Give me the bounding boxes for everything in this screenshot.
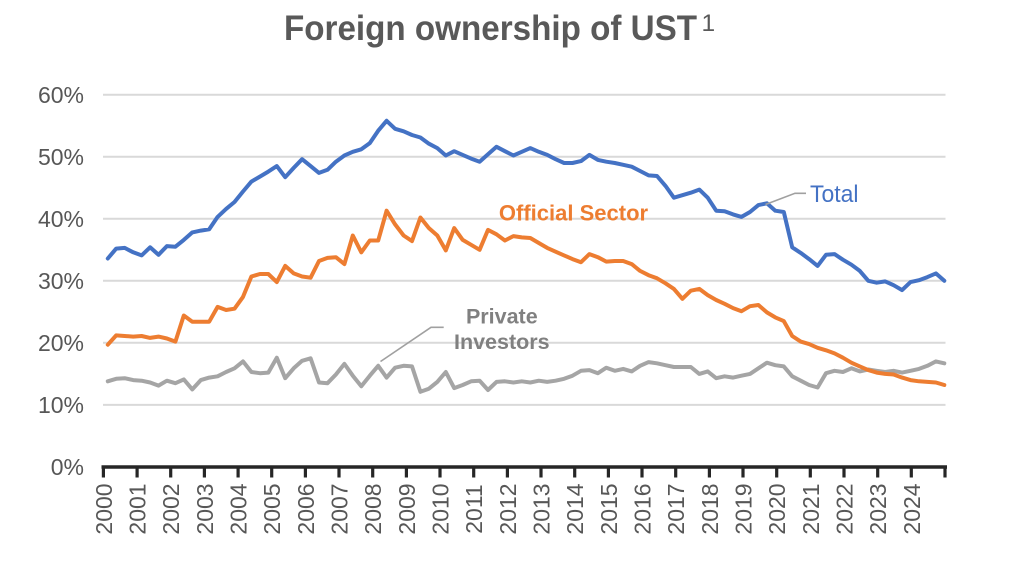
svg-text:2009: 2009 <box>394 483 420 534</box>
svg-text:0%: 0% <box>51 454 84 480</box>
svg-text:2003: 2003 <box>192 483 218 534</box>
svg-text:2005: 2005 <box>259 483 285 534</box>
svg-text:Total: Total <box>810 181 859 208</box>
svg-text:50%: 50% <box>38 144 84 170</box>
svg-text:Official Sector: Official Sector <box>499 201 649 226</box>
svg-text:2023: 2023 <box>865 483 891 534</box>
svg-text:30%: 30% <box>38 268 84 294</box>
svg-text:2020: 2020 <box>764 483 790 534</box>
svg-text:2018: 2018 <box>697 483 723 534</box>
svg-text:40%: 40% <box>38 206 84 232</box>
svg-text:2006: 2006 <box>293 483 319 534</box>
svg-text:Investors: Investors <box>454 330 550 354</box>
svg-text:60%: 60% <box>38 82 84 108</box>
svg-text:2011: 2011 <box>461 484 487 533</box>
svg-text:2004: 2004 <box>226 483 252 534</box>
svg-text:2012: 2012 <box>495 483 521 534</box>
svg-text:2002: 2002 <box>158 483 184 534</box>
svg-text:2022: 2022 <box>832 483 858 534</box>
svg-text:2001: 2001 <box>125 483 151 534</box>
svg-text:2013: 2013 <box>529 483 555 534</box>
svg-text:Private: Private <box>466 305 538 329</box>
svg-text:2016: 2016 <box>630 483 656 534</box>
svg-text:2021: 2021 <box>798 483 824 534</box>
svg-text:2007: 2007 <box>327 483 353 534</box>
svg-text:1: 1 <box>702 10 716 37</box>
svg-text:2000: 2000 <box>91 483 117 534</box>
svg-text:2024: 2024 <box>899 483 925 534</box>
svg-text:2019: 2019 <box>731 483 757 534</box>
svg-text:Foreign ownership of UST: Foreign ownership of UST <box>284 9 697 48</box>
svg-text:10%: 10% <box>38 392 84 418</box>
svg-text:20%: 20% <box>38 330 84 356</box>
svg-text:2008: 2008 <box>360 483 386 534</box>
svg-text:2010: 2010 <box>428 483 454 534</box>
svg-text:2017: 2017 <box>663 483 689 534</box>
svg-text:2015: 2015 <box>596 483 622 534</box>
svg-text:2014: 2014 <box>562 483 588 534</box>
